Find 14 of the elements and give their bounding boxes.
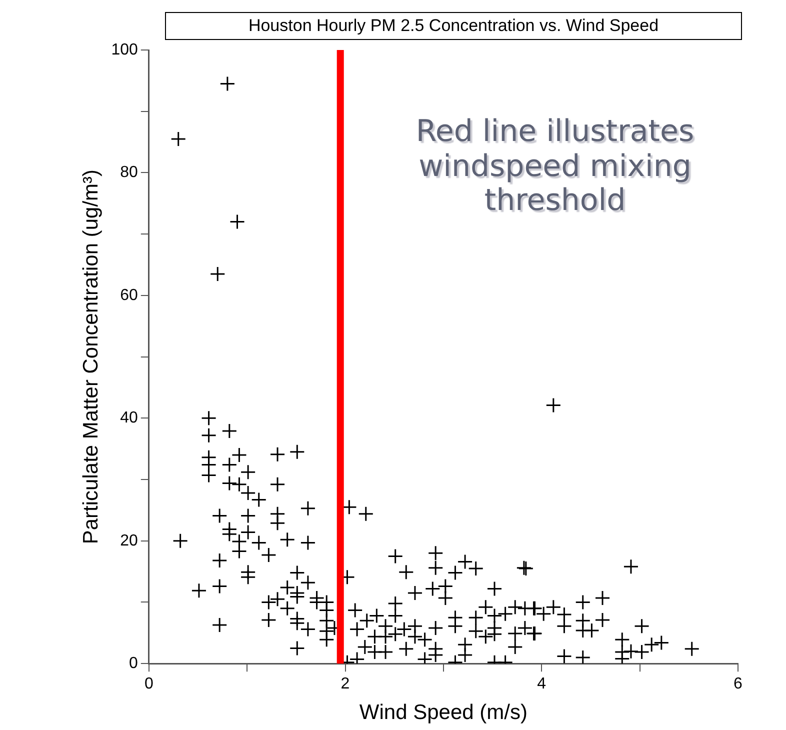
y-tick-label: 0 (128, 655, 138, 672)
y-tick-label: 40 (120, 410, 138, 427)
chart-title: Houston Hourly PM 2.5 Concentration vs. Wind Speed (165, 12, 742, 40)
y-tick-label: 80 (120, 164, 138, 182)
y-tick-label: 20 (120, 532, 138, 550)
x-tick-label: 0 (144, 676, 154, 693)
y-tick-label: 100 (111, 41, 138, 58)
x-tick-label: 6 (734, 676, 743, 693)
y-axis-title: Particulate Matter Concentration (ug/m³) (79, 169, 102, 544)
annotation: Red line illustrates windspeed mixing threshold (414, 114, 696, 218)
x-axis-title: Wind Speed (m/s) (359, 701, 528, 724)
x-tick-label: 4 (537, 676, 546, 693)
y-tick-label: 60 (120, 286, 138, 304)
x-tick-label: 2 (340, 676, 350, 693)
